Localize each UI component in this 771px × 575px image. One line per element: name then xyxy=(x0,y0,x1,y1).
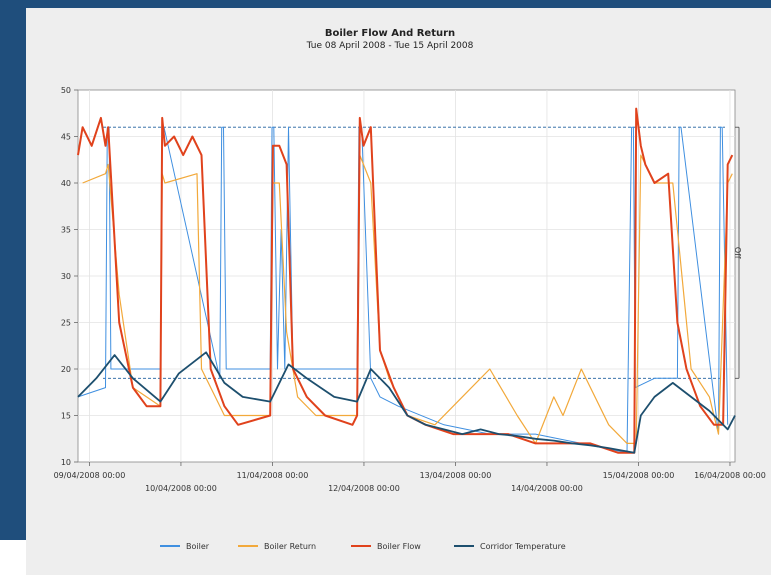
legend-label: Boiler Return xyxy=(264,542,316,551)
legend-label: Boiler xyxy=(186,542,210,551)
x-tick-label: 11/04/2008 00:00 xyxy=(237,471,309,480)
x-tick-label: 12/04/2008 00:00 xyxy=(328,484,400,493)
y-tick-label: 30 xyxy=(61,272,71,281)
y-tick-label: 40 xyxy=(61,179,71,188)
y-tick-label: 45 xyxy=(61,133,71,142)
x-tick-label: 16/04/2008 00:00 xyxy=(694,471,766,480)
legend-label: Corridor Temperature xyxy=(480,542,566,551)
y-tick-label: 10 xyxy=(61,458,71,467)
legend-label: Boiler Flow xyxy=(377,542,421,551)
chart-subtitle: Tue 08 April 2008 - Tue 15 April 2008 xyxy=(306,41,474,51)
page-background-top xyxy=(0,0,771,10)
series-line-boiler-flow xyxy=(77,107,734,454)
y-tick-label: 15 xyxy=(61,412,71,421)
series-line-corridor-temperature xyxy=(77,351,736,454)
y-tick-label: 20 xyxy=(61,365,71,374)
legend: Boiler Boiler Return Boiler Flow Corridor T… xyxy=(160,542,566,551)
annotation-label: Off xyxy=(733,247,742,259)
x-tick-label: 10/04/2008 00:00 xyxy=(145,484,217,493)
y-tick-label: 25 xyxy=(61,319,71,328)
x-tick-label: 09/04/2008 00:00 xyxy=(54,471,126,480)
y-tick-label: 35 xyxy=(61,226,71,235)
x-tick-label: 14/04/2008 00:00 xyxy=(511,484,583,493)
plot-area: 10 15 20 25 30 35 40 45 50 09/04/2008 00:00 10/04/… xyxy=(54,86,766,493)
chart-title: Boiler Flow And Return xyxy=(324,28,456,39)
page-background-left xyxy=(0,0,26,540)
y-tick-label: 50 xyxy=(61,86,71,95)
x-tick-label: 13/04/2008 00:00 xyxy=(420,471,492,480)
x-tick-label: 15/04/2008 00:00 xyxy=(603,471,675,480)
